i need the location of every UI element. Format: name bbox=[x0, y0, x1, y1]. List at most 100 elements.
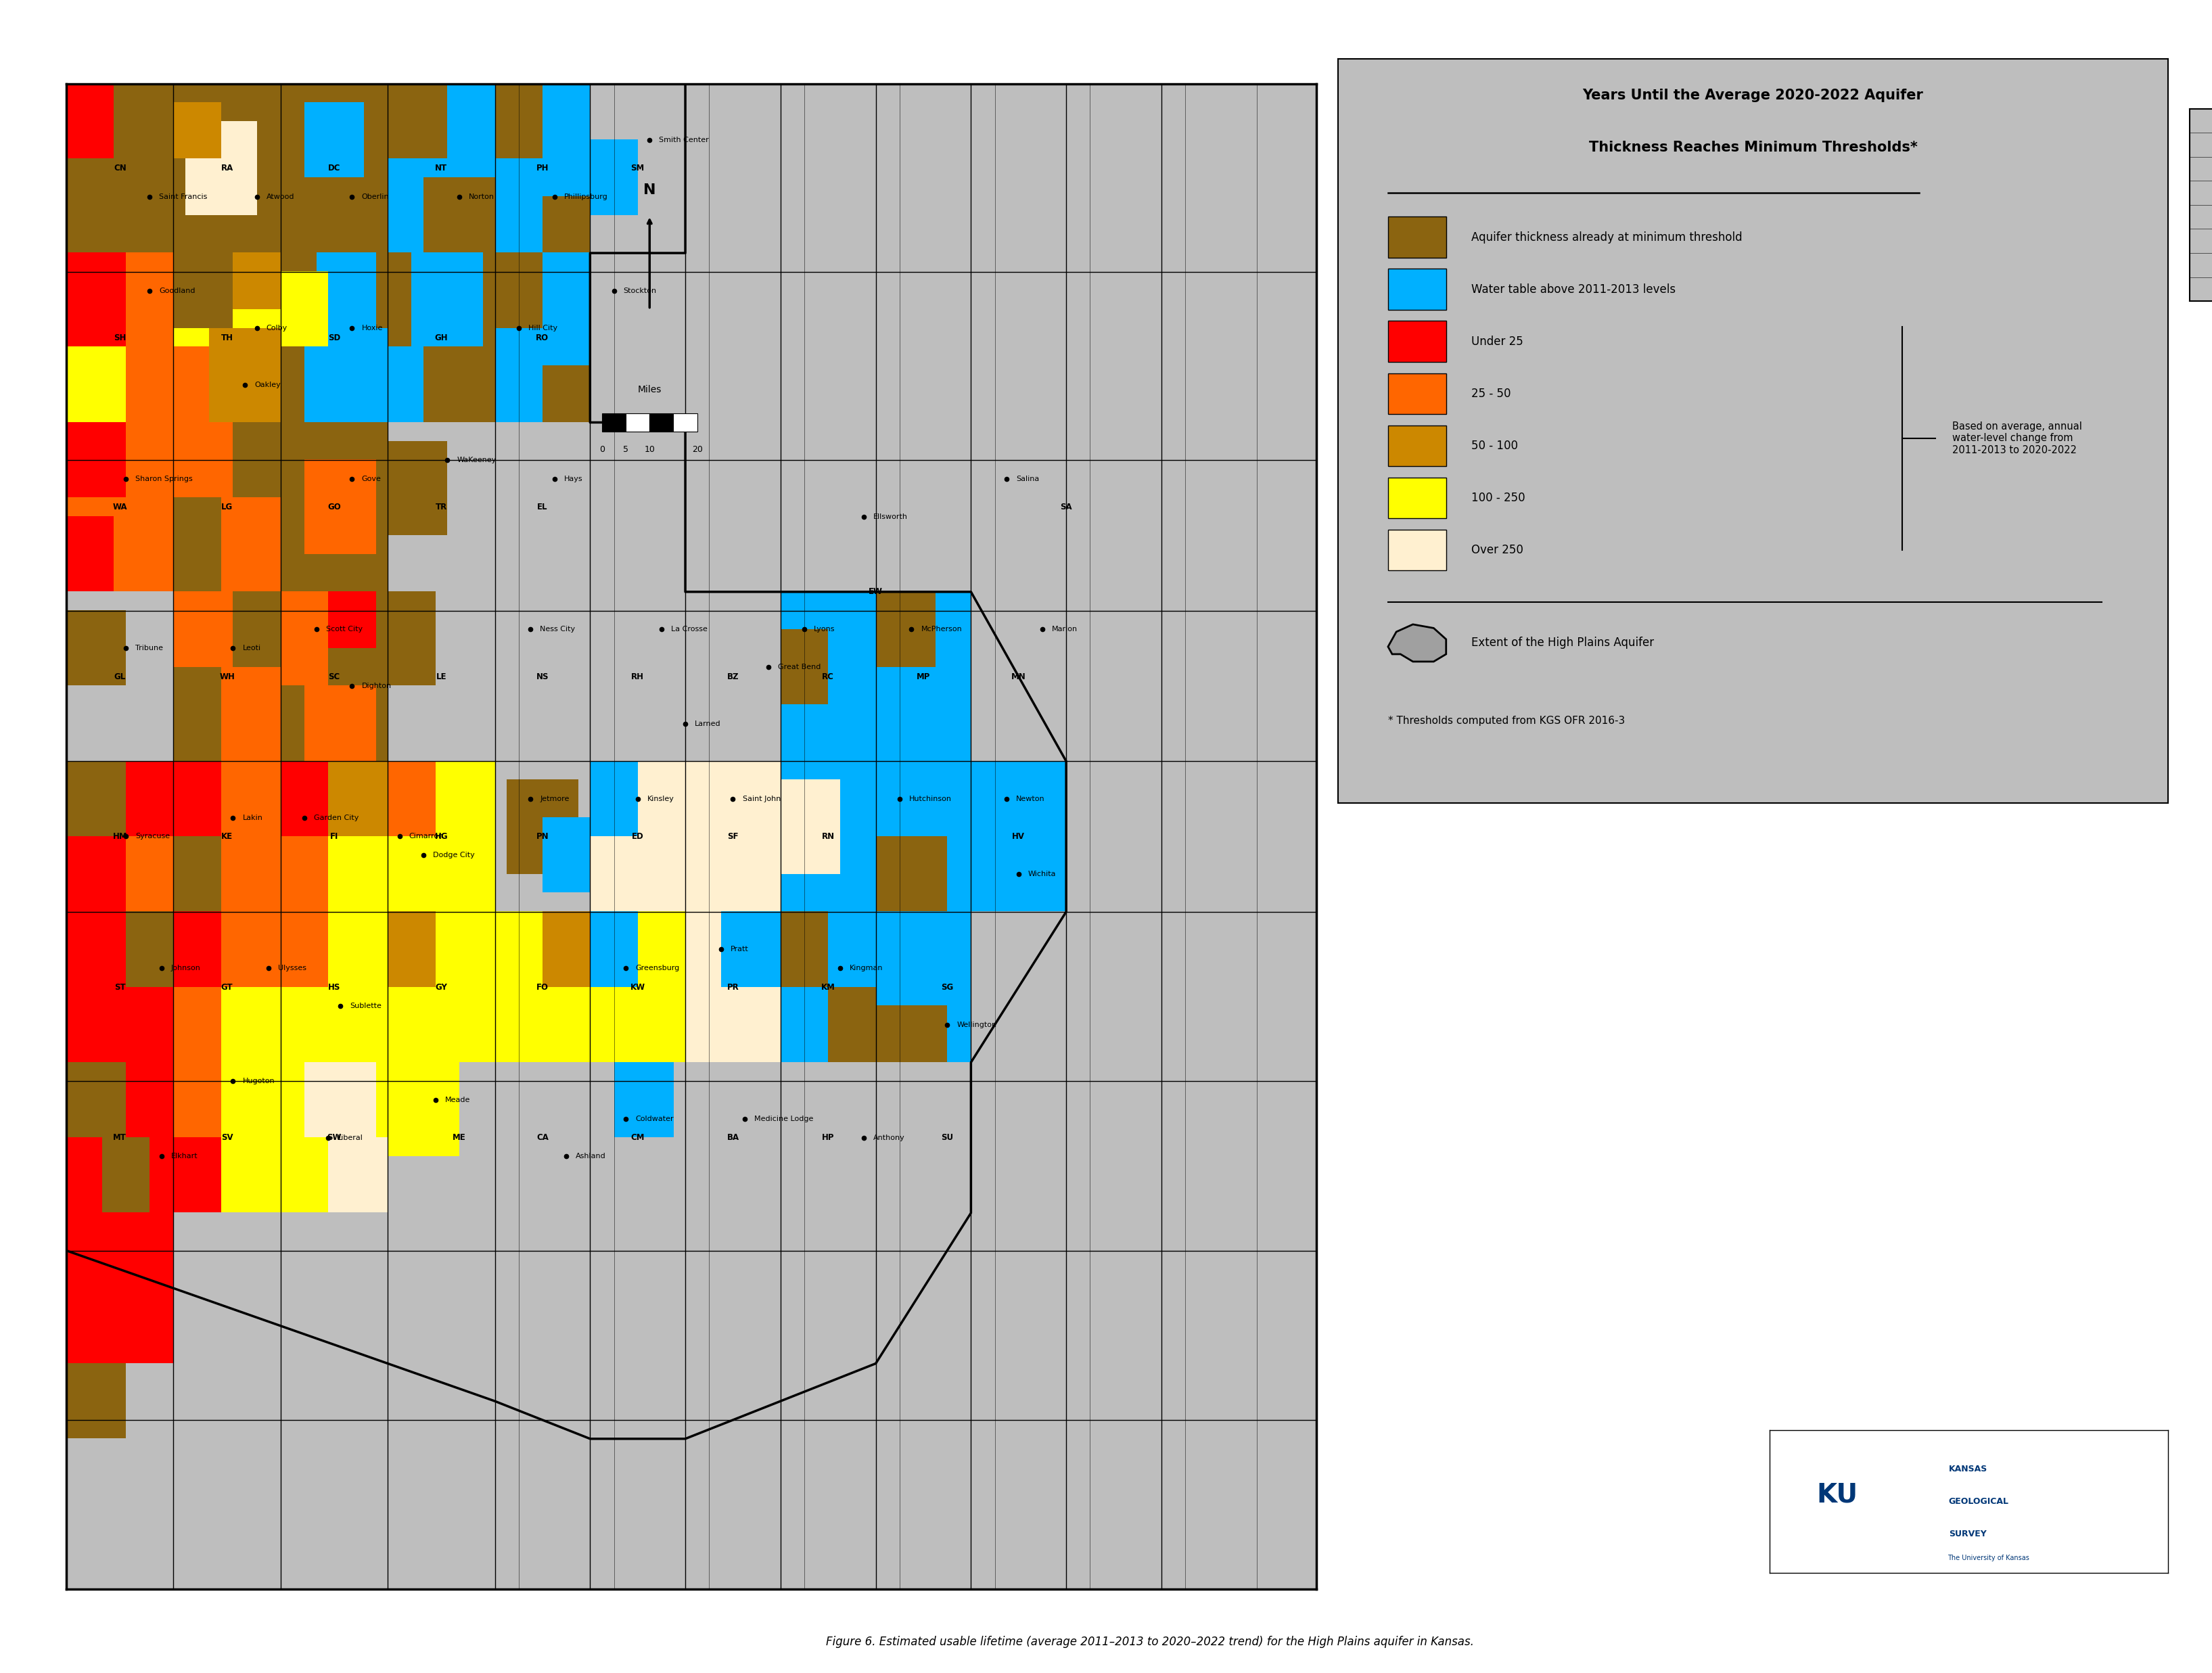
Text: KU: KU bbox=[1816, 1482, 1858, 1507]
Text: 0: 0 bbox=[599, 445, 604, 453]
Text: Newton: Newton bbox=[1015, 795, 1044, 803]
Text: N: N bbox=[644, 182, 655, 196]
Text: Wellington: Wellington bbox=[956, 1021, 998, 1029]
Text: SH: SH bbox=[113, 333, 126, 343]
Text: Oberlin: Oberlin bbox=[361, 192, 389, 201]
Text: SG: SG bbox=[940, 982, 953, 992]
Text: Over 250: Over 250 bbox=[1471, 544, 1524, 555]
Text: SM: SM bbox=[630, 164, 644, 172]
Text: NT: NT bbox=[436, 164, 447, 172]
Text: Goodland: Goodland bbox=[159, 288, 195, 294]
Text: Ulysses: Ulysses bbox=[279, 965, 307, 972]
Text: Liberal: Liberal bbox=[338, 1134, 363, 1141]
Text: Johnson: Johnson bbox=[170, 965, 201, 972]
Text: SU: SU bbox=[940, 1133, 953, 1143]
Bar bbox=[1389, 477, 1447, 519]
Text: Ashland: Ashland bbox=[575, 1153, 606, 1159]
Text: Thickness Reaches Minimum Thresholds*: Thickness Reaches Minimum Thresholds* bbox=[1588, 141, 1918, 154]
Text: KANSAS: KANSAS bbox=[1949, 1464, 1989, 1474]
Text: Under 25: Under 25 bbox=[1471, 335, 1522, 348]
Text: 5: 5 bbox=[624, 445, 628, 453]
Text: Sharon Springs: Sharon Springs bbox=[135, 475, 192, 482]
Text: HV: HV bbox=[1013, 831, 1024, 842]
Text: PN: PN bbox=[535, 831, 549, 842]
Text: Wichita: Wichita bbox=[1029, 870, 1055, 878]
Text: Anthony: Anthony bbox=[874, 1134, 905, 1141]
Bar bbox=[1389, 425, 1447, 467]
Bar bbox=[2190, 109, 2212, 301]
Text: HG: HG bbox=[434, 831, 449, 842]
Text: Years Until the Average 2020-2022 Aquifer: Years Until the Average 2020-2022 Aquife… bbox=[1582, 89, 1924, 102]
Text: Stockton: Stockton bbox=[624, 288, 657, 294]
Text: Colby: Colby bbox=[265, 325, 288, 331]
Text: RC: RC bbox=[823, 673, 834, 681]
Text: Sublette: Sublette bbox=[349, 1002, 380, 1009]
Text: Ness City: Ness City bbox=[540, 626, 575, 632]
Bar bbox=[1389, 217, 1447, 258]
Text: HM: HM bbox=[113, 831, 128, 842]
Text: Syracuse: Syracuse bbox=[135, 833, 170, 840]
Text: Salina: Salina bbox=[1015, 475, 1040, 482]
Text: SW: SW bbox=[327, 1133, 341, 1143]
Text: Cimarron: Cimarron bbox=[409, 833, 445, 840]
Bar bbox=[626, 413, 650, 432]
Text: Lyons: Lyons bbox=[814, 626, 836, 632]
Text: MT: MT bbox=[113, 1133, 126, 1143]
Text: Hugoton: Hugoton bbox=[243, 1077, 274, 1084]
Bar bbox=[1389, 321, 1447, 361]
Text: Hoxie: Hoxie bbox=[361, 325, 383, 331]
Text: Meade: Meade bbox=[445, 1096, 471, 1104]
Text: 20: 20 bbox=[692, 445, 703, 453]
Text: Dodge City: Dodge City bbox=[434, 852, 476, 858]
Text: Extent of the High Plains Aquifer: Extent of the High Plains Aquifer bbox=[1471, 637, 1655, 649]
Text: La Crosse: La Crosse bbox=[670, 626, 708, 632]
Text: SC: SC bbox=[327, 673, 341, 681]
Text: GEOLOGICAL: GEOLOGICAL bbox=[1949, 1497, 2008, 1506]
Text: WA: WA bbox=[113, 502, 128, 512]
Text: Norton: Norton bbox=[469, 192, 493, 201]
Text: LE: LE bbox=[436, 673, 447, 681]
Bar bbox=[1389, 269, 1447, 310]
Text: RH: RH bbox=[630, 673, 644, 681]
Text: Dighton: Dighton bbox=[361, 683, 392, 689]
Text: Phillipsburg: Phillipsburg bbox=[564, 192, 608, 201]
Text: CN: CN bbox=[113, 164, 126, 172]
Text: GH: GH bbox=[434, 333, 449, 343]
Text: Scott City: Scott City bbox=[325, 626, 363, 632]
Text: Water table above 2011-2013 levels: Water table above 2011-2013 levels bbox=[1471, 283, 1674, 296]
Text: Hays: Hays bbox=[564, 475, 582, 482]
Text: Hill City: Hill City bbox=[529, 325, 557, 331]
Text: WH: WH bbox=[219, 673, 234, 681]
Text: SURVEY: SURVEY bbox=[1949, 1529, 1986, 1539]
Text: PH: PH bbox=[535, 164, 549, 172]
Text: DC: DC bbox=[327, 164, 341, 172]
Text: ED: ED bbox=[633, 831, 644, 842]
Bar bbox=[672, 413, 697, 432]
Bar bbox=[650, 413, 672, 432]
Text: Coldwater: Coldwater bbox=[635, 1116, 675, 1123]
Bar bbox=[602, 413, 626, 432]
Text: Oakley: Oakley bbox=[254, 381, 281, 388]
Text: Aquifer thickness already at minimum threshold: Aquifer thickness already at minimum thr… bbox=[1471, 231, 1743, 243]
Text: CM: CM bbox=[630, 1133, 644, 1143]
Text: KM: KM bbox=[821, 982, 836, 992]
Text: RN: RN bbox=[821, 831, 834, 842]
Text: 10: 10 bbox=[644, 445, 655, 453]
Text: BZ: BZ bbox=[728, 673, 739, 681]
Text: RA: RA bbox=[221, 164, 232, 172]
Text: Jetmore: Jetmore bbox=[540, 795, 568, 803]
Text: KE: KE bbox=[221, 831, 232, 842]
Text: MN: MN bbox=[1011, 673, 1026, 681]
Text: HS: HS bbox=[327, 982, 341, 992]
Text: 25 - 50: 25 - 50 bbox=[1471, 388, 1511, 400]
Text: TH: TH bbox=[221, 333, 232, 343]
Text: Smith Center: Smith Center bbox=[659, 137, 710, 144]
Bar bbox=[1389, 373, 1447, 413]
Text: FI: FI bbox=[330, 831, 338, 842]
Text: GL: GL bbox=[115, 673, 126, 681]
Text: Medicine Lodge: Medicine Lodge bbox=[754, 1116, 814, 1123]
Text: Saint Francis: Saint Francis bbox=[159, 192, 208, 201]
Text: Larned: Larned bbox=[695, 719, 721, 728]
Text: 50 - 100: 50 - 100 bbox=[1471, 440, 1517, 452]
Text: Tribune: Tribune bbox=[135, 644, 164, 652]
